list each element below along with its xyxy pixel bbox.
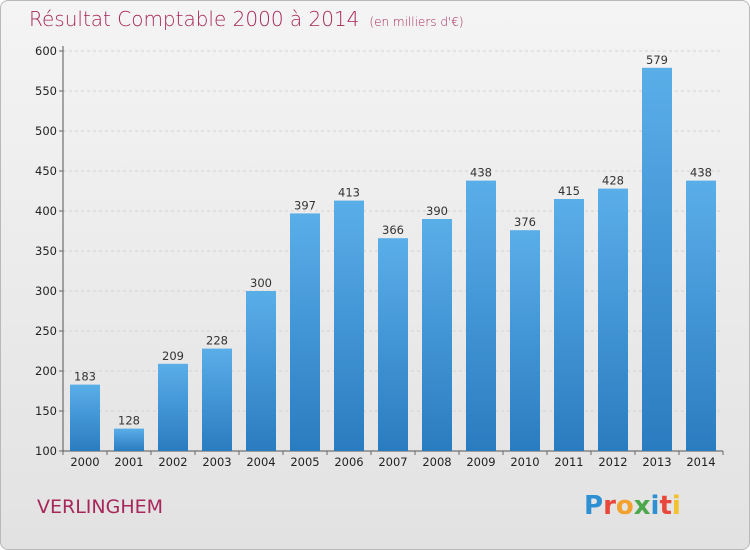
value-label-2012: 428 bbox=[602, 174, 624, 188]
bar-2006 bbox=[334, 200, 364, 451]
y-tick-label: 200 bbox=[35, 364, 57, 378]
x-tick-label-2006: 2006 bbox=[334, 455, 363, 469]
value-label-2002: 209 bbox=[162, 349, 184, 363]
logo-letter: i bbox=[650, 491, 660, 521]
y-tick-label: 150 bbox=[35, 404, 57, 418]
bar-2003 bbox=[202, 348, 232, 451]
y-tick-label: 450 bbox=[35, 164, 57, 178]
y-tick-label: 550 bbox=[35, 84, 57, 98]
commune-name: VERLINGHEM bbox=[37, 496, 164, 518]
value-label-2003: 228 bbox=[206, 334, 228, 348]
x-tick-label-2001: 2001 bbox=[114, 455, 143, 469]
chart-subtitle: (en milliers d'€) bbox=[369, 15, 464, 29]
x-tick-label-2010: 2010 bbox=[510, 455, 539, 469]
logo-letter: r bbox=[603, 491, 616, 521]
y-tick-label: 500 bbox=[35, 124, 57, 138]
bar-2011 bbox=[554, 199, 584, 451]
bar-2010 bbox=[510, 230, 540, 451]
bar-2014 bbox=[686, 180, 716, 451]
value-label-2010: 376 bbox=[514, 215, 536, 229]
x-tick-label-2011: 2011 bbox=[554, 455, 583, 469]
value-label-2008: 390 bbox=[426, 204, 448, 218]
bar-2008 bbox=[422, 219, 452, 451]
value-label-2004: 300 bbox=[250, 276, 272, 290]
x-tick-label-2007: 2007 bbox=[378, 455, 407, 469]
x-tick-label-2002: 2002 bbox=[158, 455, 187, 469]
bar-2002 bbox=[158, 363, 188, 451]
chart-title: Résultat Comptable 2000 à 2014 (en millie… bbox=[29, 7, 464, 31]
y-tick-label: 400 bbox=[35, 204, 57, 218]
bar-2012 bbox=[598, 188, 628, 451]
value-label-2006: 413 bbox=[338, 186, 360, 200]
value-label-2014: 438 bbox=[690, 166, 712, 180]
y-tick-label: 250 bbox=[35, 324, 57, 338]
y-tick-label: 100 bbox=[35, 444, 57, 458]
bar-2007 bbox=[378, 238, 408, 451]
value-label-2013: 579 bbox=[646, 53, 668, 67]
y-tick-label: 350 bbox=[35, 244, 57, 258]
x-tick-label-2013: 2013 bbox=[642, 455, 671, 469]
value-label-2001: 128 bbox=[118, 414, 140, 428]
bar-2004 bbox=[246, 291, 276, 451]
value-label-2005: 397 bbox=[294, 198, 316, 212]
x-tick-label-2000: 2000 bbox=[70, 455, 99, 469]
value-label-2007: 366 bbox=[382, 223, 404, 237]
bar-2001 bbox=[114, 428, 144, 451]
logo-letter: P bbox=[584, 491, 604, 521]
axes: 100 150 200 250 300 350 400 450 500 550 600 2000 200… bbox=[35, 44, 724, 469]
bar-2000 bbox=[70, 384, 100, 451]
value-labels: 183 128 209 228 300 397 413 366 390 438 376 415 428 5… bbox=[74, 53, 712, 428]
logo-letter: t bbox=[659, 491, 672, 521]
bar-2013 bbox=[642, 67, 672, 452]
x-tick-label-2003: 2003 bbox=[202, 455, 231, 469]
value-label-2009: 438 bbox=[470, 166, 492, 180]
x-tick-label-2009: 2009 bbox=[466, 455, 495, 469]
bar-2005 bbox=[290, 213, 320, 451]
value-label-2011: 415 bbox=[558, 184, 580, 198]
y-tick-label: 300 bbox=[35, 284, 57, 298]
chart-title-text: Résultat Comptable 2000 à 2014 bbox=[29, 7, 360, 31]
logo-letter: o bbox=[615, 491, 634, 521]
logo-letter: x bbox=[633, 491, 651, 521]
x-tick-label-2012: 2012 bbox=[598, 455, 627, 469]
bar-2009 bbox=[466, 180, 496, 451]
value-label-2000: 183 bbox=[74, 370, 96, 384]
bars bbox=[70, 67, 716, 452]
x-tick-label-2014: 2014 bbox=[686, 455, 715, 469]
y-tick-label: 600 bbox=[35, 44, 57, 58]
x-tick-label-2005: 2005 bbox=[290, 455, 319, 469]
logo-letter: i bbox=[671, 491, 681, 521]
proxiti-logo: Proxiti bbox=[584, 491, 681, 521]
x-tick-label-2008: 2008 bbox=[422, 455, 451, 469]
x-tick-label-2004: 2004 bbox=[246, 455, 275, 469]
